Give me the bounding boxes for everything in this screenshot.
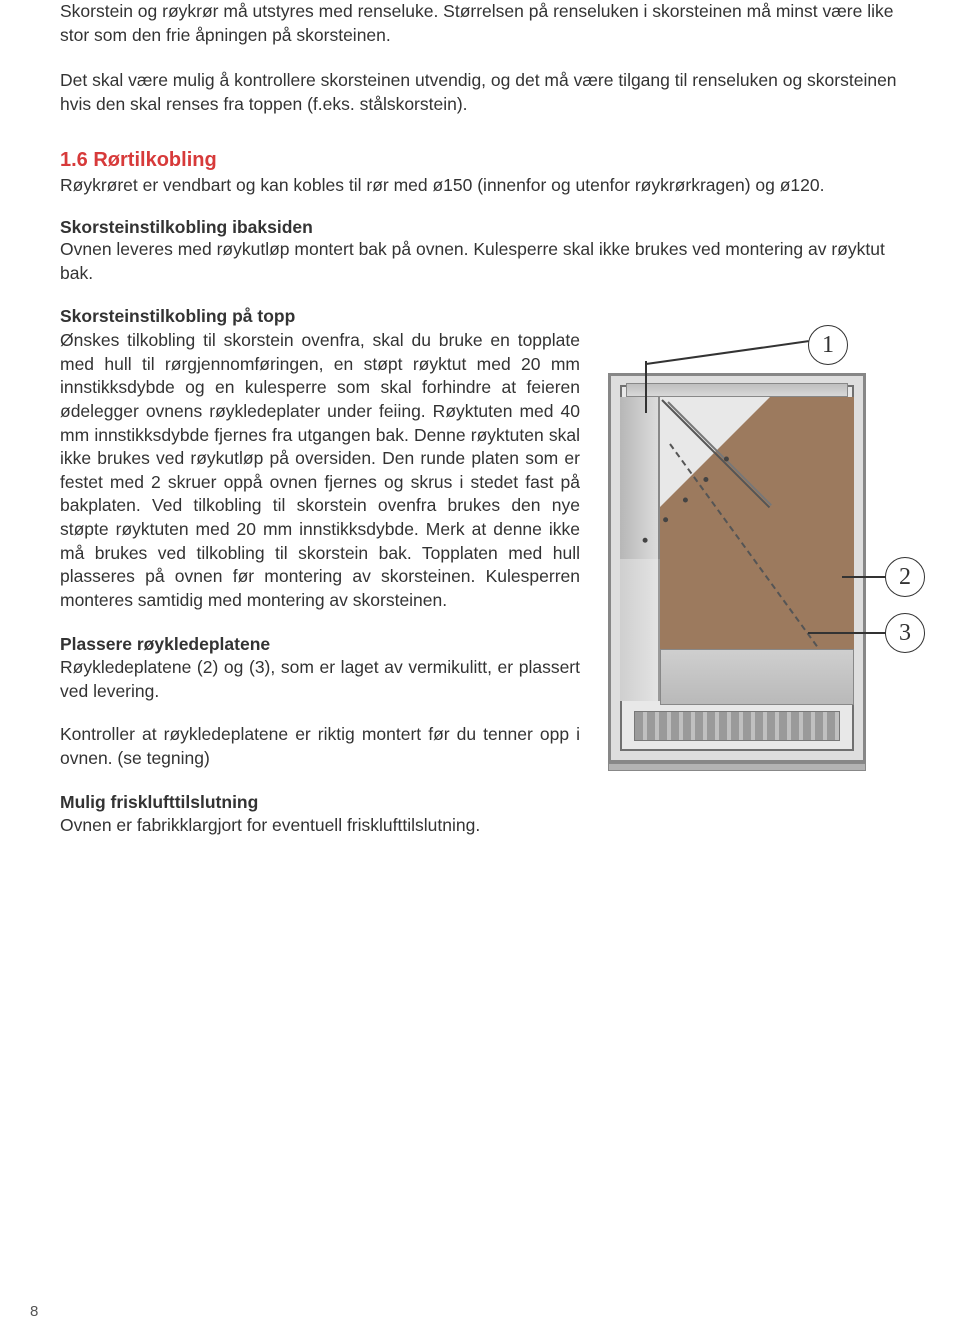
stove-top-plate [626,383,848,397]
subheading-back-connection: Skorsteinstilkobling ibaksiden [60,217,910,238]
section-heading-rortilkobling: 1.6 Rørtilkobling [60,149,910,172]
stove-base-strip [608,763,866,771]
stove-diagram: 1 2 3 [598,313,908,773]
diagram-column: 1 2 3 [598,305,910,773]
callout-label-1: 1 [808,325,848,365]
stove-lower-chamber [660,649,854,705]
page-number: 8 [30,1303,38,1320]
subheading-top-connection: Skorsteinstilkobling på topp [60,305,580,329]
callout-label-3: 3 [885,613,925,653]
callout-label-2: 2 [885,557,925,597]
callout-2-lead-line [842,576,886,578]
top-connection-text: Ønskes tilkobling til skorstein ovenfra,… [60,330,580,610]
callout-3-lead-line [808,632,886,634]
freshair-text: Ovnen er fabrikklargjort for eventuell f… [60,815,480,835]
subheading-plates: Plassere røykledeplatene [60,633,580,657]
plates-text-2: Kontroller at røykledeplatene er riktig … [60,723,580,770]
callout-1-lead-line [646,341,809,365]
stove-bottom-grill [634,711,840,741]
intro-paragraph-1: Skorstein og røykrør må utstyres med ren… [60,0,910,47]
section-lead-text: Røykrøret er vendbart og kan kobles til … [60,174,910,198]
plates-text-1: Røykledeplatene (2) og (3), som er laget… [60,657,580,701]
callout-1-lead-vertical [645,361,647,413]
left-text-column: Skorsteinstilkobling på topp Ønskes tilk… [60,305,580,838]
stove-left-channel-lower [620,559,660,701]
back-connection-text: Ovnen leveres med røykutløp montert bak … [60,238,910,285]
subheading-freshair: Mulig frisklufttilslutning [60,791,580,815]
intro-paragraph-2: Det skal være mulig å kontrollere skorst… [60,69,910,116]
